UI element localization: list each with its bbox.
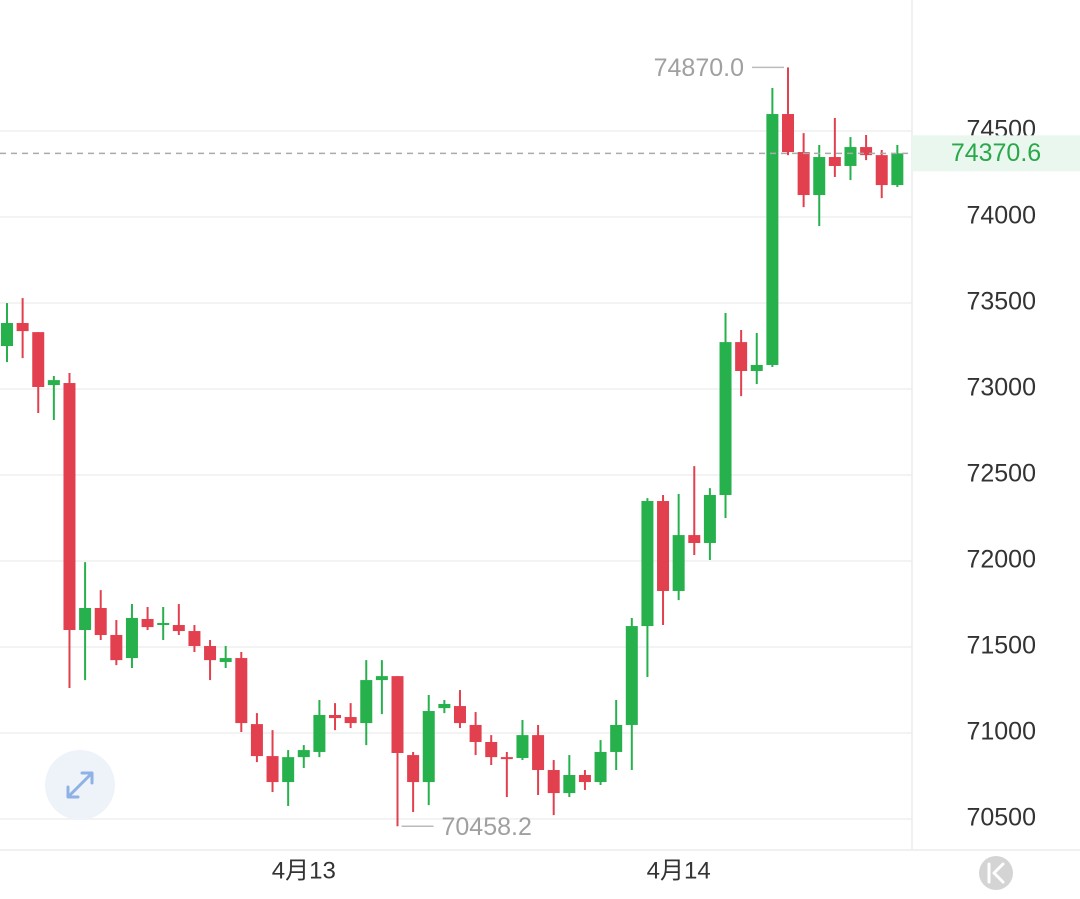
candle-body [157, 622, 170, 626]
candle-body [657, 501, 670, 591]
y-tick-label: 73000 [966, 374, 1036, 402]
candle-body [766, 114, 779, 365]
candle-body [329, 714, 342, 719]
candle-body [547, 770, 560, 794]
candle-body [438, 703, 451, 709]
candle-body [266, 756, 279, 783]
grid [0, 130, 912, 820]
candle-body [688, 535, 701, 543]
candle-body [641, 501, 654, 627]
y-tick-label: 70500 [966, 804, 1036, 832]
candle-body [282, 757, 295, 783]
candle-body [204, 646, 217, 661]
candle-body [532, 735, 545, 771]
candle-body [250, 724, 263, 757]
candle-body [188, 631, 201, 647]
x-tick-label: 4月14 [647, 857, 711, 884]
x-tick-label: 4月13 [272, 857, 336, 884]
candle-body [563, 775, 576, 794]
candle-body [1, 323, 13, 347]
candle-body [360, 680, 373, 724]
candle-body [860, 147, 873, 156]
candle-body [813, 157, 826, 196]
candle-body [79, 608, 92, 631]
candle-body [735, 342, 748, 371]
last-price-label: 74370.6 [951, 139, 1041, 167]
candle-body [422, 711, 435, 783]
y-tick-label: 71500 [966, 632, 1036, 660]
candle-body [110, 635, 123, 661]
y-tick-label: 74000 [966, 202, 1036, 230]
candle-body [219, 658, 232, 663]
candle-body [235, 658, 248, 724]
last-price-box [912, 135, 1080, 172]
candle-body [297, 750, 310, 758]
labels: 70500 71000 71500 72000 72500 73000 73500 74000… [272, 54, 1080, 884]
candle-body [47, 380, 60, 386]
candle-body [594, 751, 607, 783]
candle-body [703, 495, 716, 543]
candle-body [375, 676, 388, 681]
candle-body [500, 757, 513, 760]
candle-body [875, 155, 888, 186]
y-tick-label: 72500 [966, 460, 1036, 488]
candle-body [782, 114, 794, 153]
candle-body [63, 383, 76, 631]
candle-body [625, 626, 638, 725]
y-tick-label: 73500 [966, 288, 1036, 316]
candle-body [485, 741, 498, 758]
candle-body [141, 619, 154, 628]
candle-body [391, 676, 404, 753]
y-tick-label: 72000 [966, 546, 1036, 574]
candle-body [453, 706, 466, 724]
candles [0, 67, 912, 827]
candle-body [891, 153, 904, 186]
candle-body [578, 775, 591, 783]
candle-body [797, 152, 810, 196]
candle-body [32, 332, 45, 387]
candle-body [610, 724, 623, 752]
candle-body [125, 617, 138, 659]
candle-body [407, 755, 420, 783]
candle-body [719, 342, 732, 496]
candle-body [16, 323, 29, 332]
candle-body [313, 714, 326, 752]
expand-button[interactable] [45, 750, 115, 820]
scroll-latest-button[interactable] [979, 856, 1013, 890]
candle-body [516, 735, 529, 758]
candle-body [828, 157, 841, 166]
candle-body [469, 724, 482, 742]
candle-body [750, 364, 763, 371]
candle-body [672, 535, 685, 591]
annotation-label: 70458.2 [442, 813, 532, 841]
candle-body [94, 608, 107, 636]
candle-body [344, 717, 357, 724]
candle-body [844, 147, 857, 166]
candle-body [172, 625, 185, 632]
annotation-label: 74870.0 [654, 54, 744, 82]
y-tick-label: 71000 [966, 718, 1036, 746]
